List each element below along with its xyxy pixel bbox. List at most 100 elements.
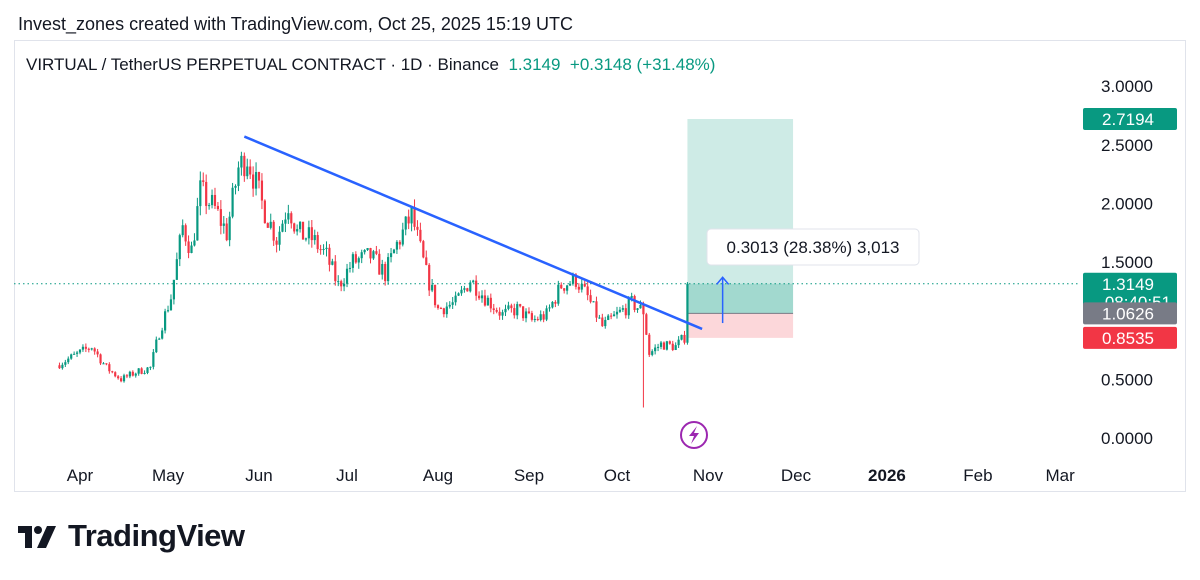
candle <box>240 151 243 176</box>
candle <box>607 314 610 321</box>
candle-body <box>325 247 328 249</box>
candle-body <box>199 180 202 207</box>
candle <box>592 301 595 303</box>
candle <box>75 350 79 357</box>
candle-body <box>228 216 231 241</box>
candle-body <box>686 283 689 343</box>
candle <box>337 275 340 287</box>
price-chart[interactable]: 0.3013 (28.38%) 3,013 3.0000 2.5000 2.0000 1… <box>0 0 1200 500</box>
candle <box>96 348 99 358</box>
candle-body <box>489 297 492 309</box>
candle-body <box>384 263 387 282</box>
candle-body <box>337 281 340 283</box>
candle <box>363 249 366 255</box>
candle-body <box>105 363 108 365</box>
candle <box>219 200 222 235</box>
candle <box>618 306 622 313</box>
chart-panel[interactable] <box>14 40 1186 492</box>
candle-body <box>680 334 683 340</box>
candle-body <box>225 223 228 241</box>
candle <box>231 182 234 219</box>
candle <box>674 342 677 351</box>
candle-body <box>369 248 372 259</box>
candle <box>210 189 214 209</box>
candle-body <box>668 341 671 344</box>
candle-body <box>469 282 472 292</box>
candle <box>172 279 176 305</box>
candle <box>665 340 668 351</box>
candle-body <box>119 378 123 382</box>
candle <box>149 366 152 371</box>
candle <box>466 287 469 292</box>
candle <box>554 300 557 308</box>
candle-body <box>169 299 173 311</box>
candle-body <box>310 227 313 241</box>
candle-body <box>75 352 79 354</box>
candle-body <box>542 314 545 320</box>
candle-body <box>548 307 551 309</box>
candle <box>439 306 443 310</box>
candle <box>668 340 671 345</box>
candle-body <box>87 348 90 350</box>
tradingview-logo[interactable]: TradingView <box>18 518 245 554</box>
candle-body <box>90 348 93 350</box>
candle-body <box>152 352 155 367</box>
candle <box>536 316 539 322</box>
candle-body <box>360 252 363 259</box>
candle <box>604 316 607 329</box>
candle-body <box>73 353 76 355</box>
candle <box>460 285 463 296</box>
candle-body <box>580 283 583 290</box>
candle <box>137 368 140 376</box>
candle-body <box>492 308 495 311</box>
candle <box>407 209 410 230</box>
candle <box>524 308 528 323</box>
candle-body <box>498 311 501 316</box>
candle-body <box>612 314 616 317</box>
candle <box>128 370 131 379</box>
candle-body <box>155 339 158 353</box>
candle-body <box>260 180 264 201</box>
candle-body <box>648 334 651 355</box>
candle <box>533 315 536 323</box>
target-zone <box>687 119 794 314</box>
candle-body <box>140 368 143 374</box>
candle <box>70 353 73 360</box>
candle <box>225 217 228 242</box>
candle <box>252 166 255 197</box>
candle <box>431 279 434 293</box>
candle-body <box>316 235 319 250</box>
candle <box>416 220 419 236</box>
candle-body <box>178 235 181 260</box>
candle <box>369 247 372 264</box>
candle <box>392 248 396 254</box>
candle-body <box>93 348 96 352</box>
candle <box>84 343 87 353</box>
candle <box>325 241 328 257</box>
candle-body <box>592 301 595 303</box>
x-tick-label: Nov <box>693 466 724 485</box>
candle-body <box>219 209 222 226</box>
candle-body <box>275 240 278 245</box>
candle-body <box>334 261 337 282</box>
candle <box>545 305 548 322</box>
candle-body <box>665 341 668 350</box>
symbol-title[interactable]: VIRTUAL / TetherUS PERPETUAL CONTRACT · … <box>26 55 499 74</box>
x-tick-label: Mar <box>1045 466 1075 485</box>
candle <box>81 344 85 352</box>
candle <box>448 301 451 309</box>
candle <box>595 296 598 323</box>
candle <box>615 306 619 319</box>
candle-body <box>243 155 246 177</box>
candle-body <box>618 309 622 312</box>
arrow-head <box>716 276 730 285</box>
candle <box>310 220 313 248</box>
tradingview-logo-text: TradingView <box>68 518 245 553</box>
candle-body <box>187 241 190 254</box>
candle-body <box>111 371 114 373</box>
candle <box>539 310 542 322</box>
candle <box>105 363 108 366</box>
candle <box>284 212 287 233</box>
candle <box>683 330 686 345</box>
candle-body <box>114 372 117 377</box>
